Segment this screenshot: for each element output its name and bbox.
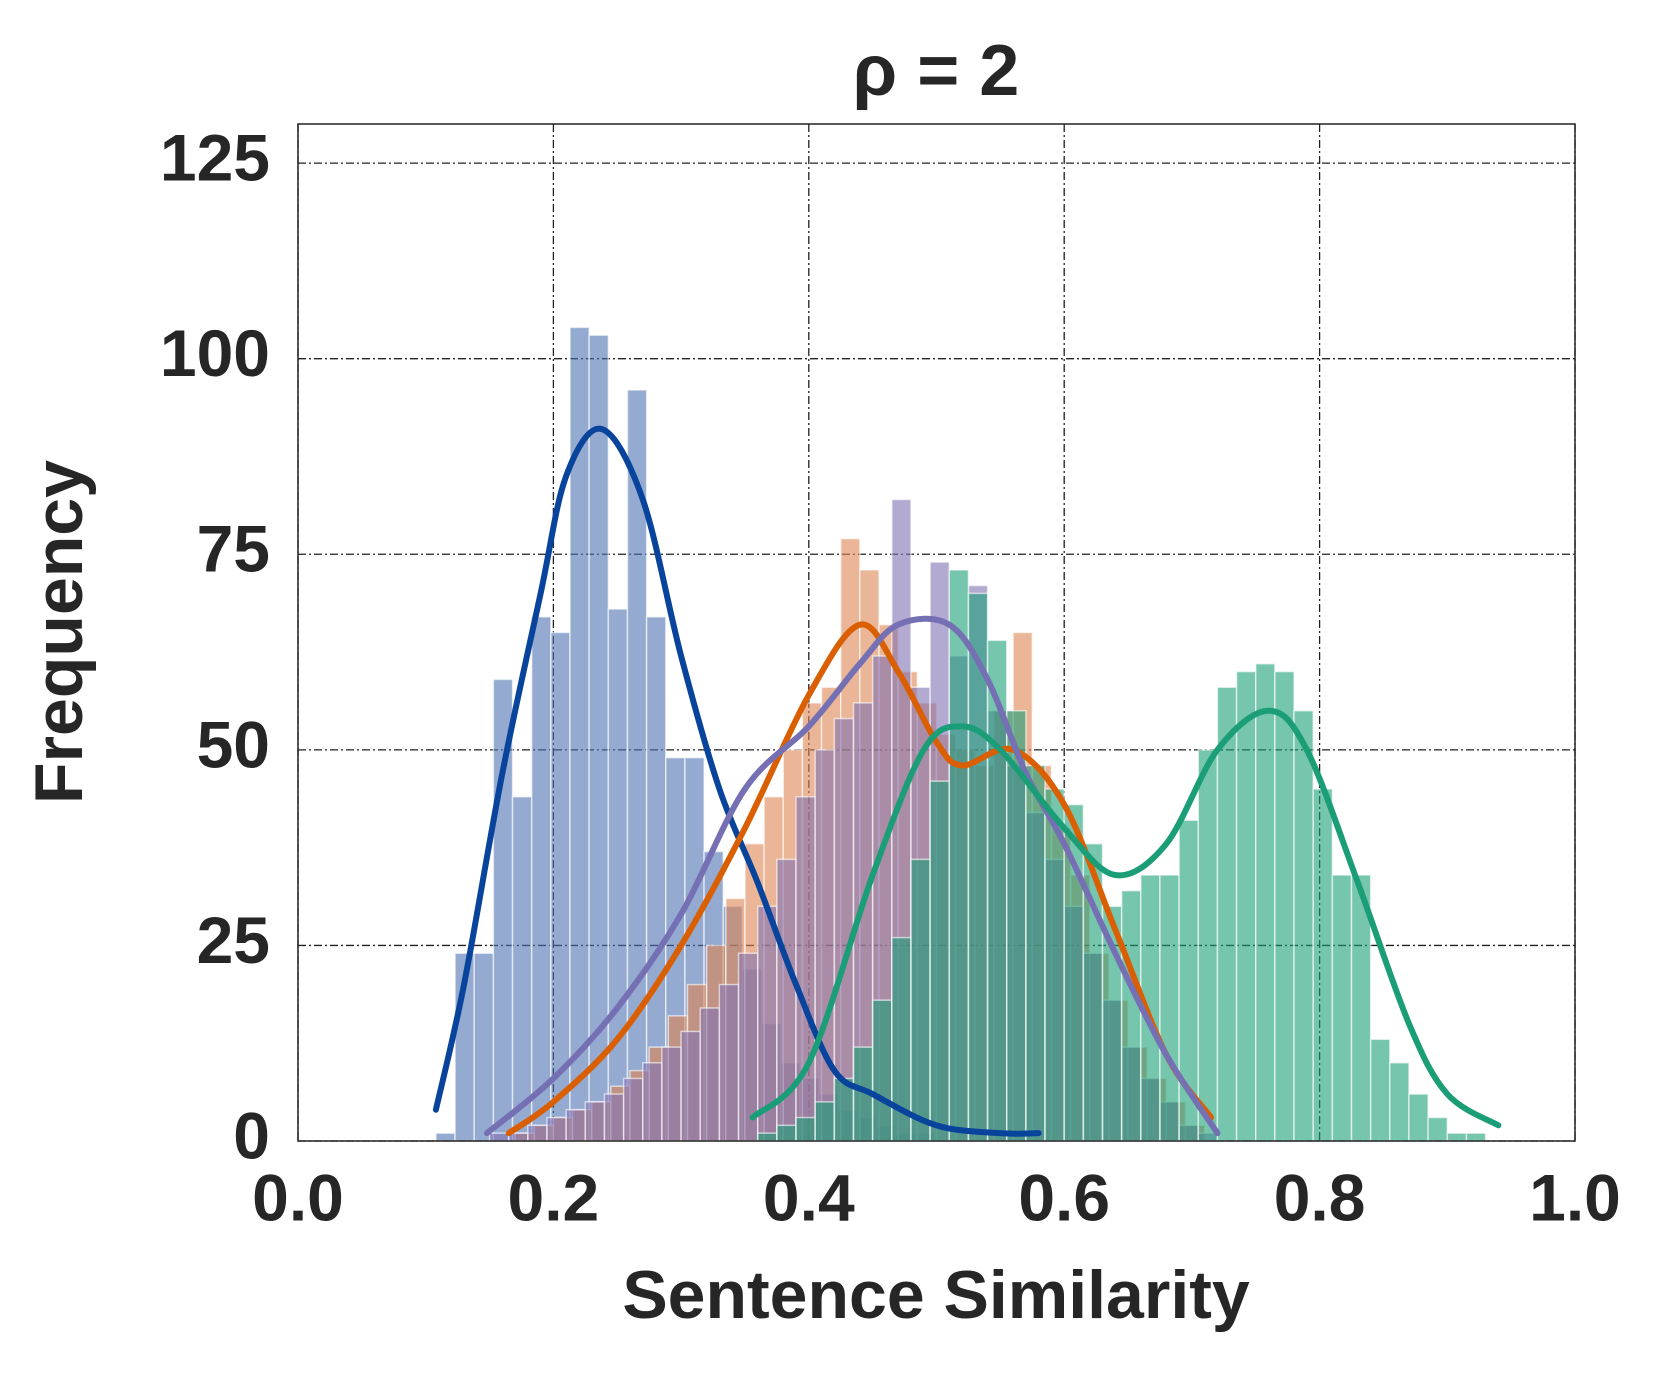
y-tick-label: 125 xyxy=(160,121,270,195)
histogram-bar xyxy=(756,1132,778,1142)
histogram-bar xyxy=(1274,670,1295,1142)
histogram-bar xyxy=(642,1062,663,1142)
y-tick-label: 50 xyxy=(197,707,270,781)
histogram-bar xyxy=(1312,788,1334,1142)
x-tick-label: 0.2 xyxy=(508,1160,600,1234)
histogram-bar xyxy=(929,780,951,1142)
histogram-bar xyxy=(435,1132,456,1142)
histogram-bar xyxy=(1197,749,1219,1142)
histogram-bar xyxy=(1427,1116,1449,1142)
histogram-bar xyxy=(488,1132,510,1142)
x-axis-label: Sentence Similarity xyxy=(622,1257,1250,1333)
histogram-bar xyxy=(814,1101,836,1142)
histogram-bar xyxy=(776,1124,797,1142)
histogram-bar xyxy=(530,616,552,1142)
x-tick-label: 1.0 xyxy=(1529,1160,1621,1234)
histogram-bar xyxy=(795,1116,816,1142)
histogram-bar xyxy=(1408,1093,1429,1142)
plot-frame xyxy=(297,123,1576,1142)
histogram-bar xyxy=(622,1077,644,1142)
y-tick-label: 100 xyxy=(160,316,270,390)
y-tick-label: 25 xyxy=(197,903,270,977)
histogram-bar xyxy=(473,952,495,1142)
histogram-bar xyxy=(871,999,893,1142)
histogram-bar xyxy=(1120,889,1142,1142)
histogram-bar xyxy=(661,1046,682,1142)
histogram-bar xyxy=(948,569,970,1142)
histogram-bar xyxy=(910,858,931,1142)
histogram-bar xyxy=(1159,874,1180,1142)
histogram-bar xyxy=(603,1093,625,1142)
histogram-bar xyxy=(1235,670,1257,1142)
histogram-bar xyxy=(1331,874,1353,1142)
histogram-bar xyxy=(1293,709,1314,1142)
x-tick-label: 0.6 xyxy=(1018,1160,1110,1234)
x-tick-label: 0.4 xyxy=(763,1160,855,1234)
histogram-bar xyxy=(527,1124,548,1142)
kde-line xyxy=(749,707,1502,1129)
histogram-bar xyxy=(565,1108,587,1142)
histogram-bar xyxy=(1446,1132,1468,1142)
kde-line xyxy=(483,615,1221,1137)
kde-line xyxy=(505,621,1215,1137)
histogram-bar xyxy=(814,749,836,1142)
histogram-bar xyxy=(546,1116,567,1142)
histogram-bar xyxy=(607,608,629,1142)
histogram-bar xyxy=(1389,1062,1410,1142)
histogram-bar xyxy=(584,1101,606,1142)
histogram-bar xyxy=(1465,1132,1487,1142)
histogram-bars xyxy=(435,326,1487,1142)
y-tick-label: 75 xyxy=(197,512,270,586)
histogram-bar xyxy=(1255,663,1276,1142)
chart-title: ρ = 2 xyxy=(853,31,1020,111)
kde-line xyxy=(432,425,1042,1137)
histogram-bar xyxy=(718,983,740,1142)
x-tick-label: 0.8 xyxy=(1274,1160,1366,1234)
histogram-bar xyxy=(1216,686,1238,1142)
x-tick-label: 0.0 xyxy=(252,1160,344,1234)
y-axis-label: Frequency xyxy=(21,460,97,804)
histogram-bar xyxy=(1369,1038,1391,1142)
histogram-bar xyxy=(1025,764,1046,1142)
histogram-bar xyxy=(511,796,533,1142)
y-tick-label: 0 xyxy=(233,1098,270,1172)
histogram-bar xyxy=(680,1030,702,1142)
histogram-bar xyxy=(699,1007,721,1142)
histogram-bar xyxy=(795,796,816,1142)
